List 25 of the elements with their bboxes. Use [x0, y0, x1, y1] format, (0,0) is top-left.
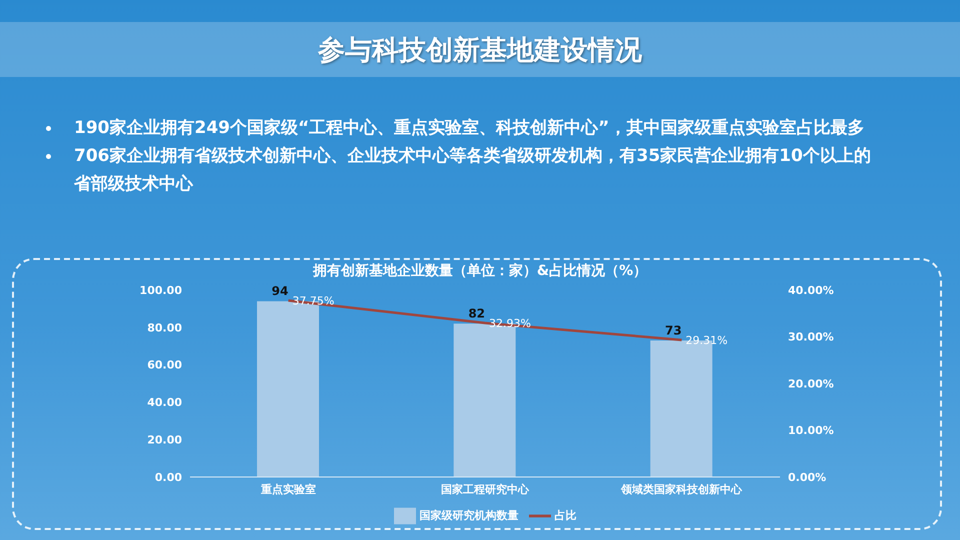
legend-label: 国家级研究机构数量: [420, 509, 518, 522]
x-tick-label: 重点实验室: [260, 482, 316, 496]
data-label: 29.31%: [686, 334, 728, 347]
y2-tick-label: 30.00%: [788, 330, 834, 344]
y-tick-label: 100.00: [140, 284, 182, 297]
y2-tick-label: 40.00%: [788, 284, 834, 297]
y-tick-label: 40.00: [147, 396, 182, 410]
y-tick-label: 20.00: [147, 434, 182, 447]
y-tick-label: 80.00: [147, 321, 182, 334]
y2-tick-label: 10.00%: [788, 424, 834, 438]
y2-tick-label: 0.00%: [788, 470, 826, 484]
data-label: 73: [664, 323, 682, 338]
legend-label: 占比: [554, 509, 576, 522]
chart-title: 参与科技创新基地建设情况: [0, 22, 960, 77]
x-tick-label: 国家工程研究中心: [441, 482, 530, 496]
y-tick-label: 60.00: [147, 358, 182, 372]
data-label: 32.93%: [489, 317, 531, 330]
text: 190家企业拥有249个国家级“工程中心、重点实验室、科技创新中心”，其中国家级重点实验室占比最多: [74, 118, 864, 138]
x-tick-label: 领域类国家科技创新中心: [620, 482, 744, 496]
data-label: 94: [272, 284, 288, 298]
y-tick-label: 0.00: [154, 470, 182, 484]
chart-subtitle: 拥有创新基地企业数量（单位：家）&占比情况（%）: [312, 262, 648, 280]
text: 706家企业拥有省级技术创新中心、企业技术中心等各类省级研发机构，有35家民营企业拥有10个以上的省部级技术中心: [74, 146, 871, 194]
data-label: 82: [468, 306, 486, 321]
y2-tick-label: 20.00%: [788, 377, 834, 390]
